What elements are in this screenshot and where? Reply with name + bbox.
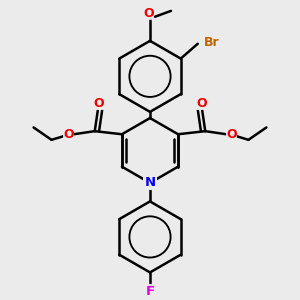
Text: O: O	[63, 128, 74, 141]
Text: N: N	[144, 176, 156, 189]
Text: O: O	[143, 7, 154, 20]
Text: O: O	[226, 128, 237, 141]
Text: F: F	[146, 285, 154, 298]
Text: O: O	[196, 97, 207, 110]
Text: Br: Br	[204, 36, 220, 49]
Text: O: O	[93, 97, 104, 110]
